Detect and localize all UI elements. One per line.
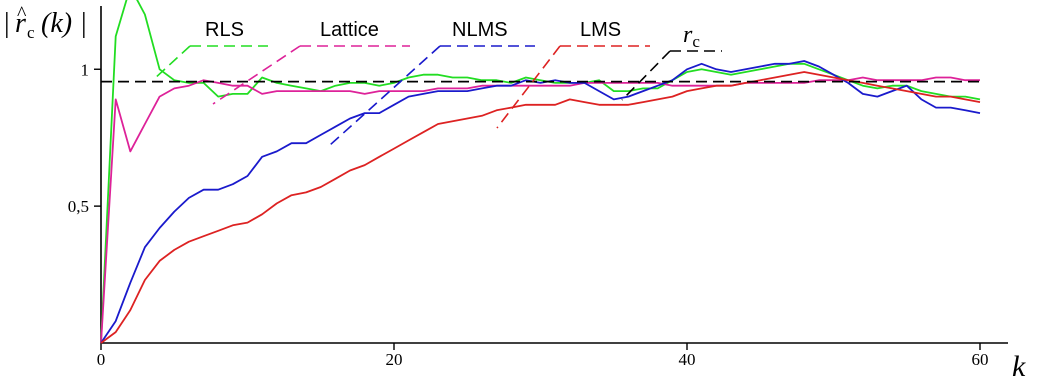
ylabel-bar-left: | [4, 8, 10, 39]
ylabel-subscript: c [27, 23, 35, 42]
ylabel-hat: ^ [17, 3, 27, 25]
x-tick-label: 0 [97, 350, 106, 369]
series-line-nlms [100, 60, 981, 344]
legend-label-r-c: rc [683, 22, 700, 51]
series-line-lattice [100, 76, 980, 344]
y-tick-label: 1 [81, 60, 90, 79]
y-axis-label: | ^r c (k) | [4, 3, 87, 42]
legend-leader-lattice [212, 45, 301, 105]
legend-leader-r-c [621, 50, 671, 101]
legend-leader-rls [152, 45, 191, 81]
ylabel-argument: (k) [41, 8, 72, 39]
ylabel-r: r [15, 8, 26, 39]
series-layer [100, 0, 981, 344]
legend-label-rls: RLS [205, 19, 244, 41]
ylabel-bar-right: | [81, 8, 87, 39]
legend-label-lms: LMS [580, 19, 621, 41]
x-tick-label: 40 [679, 350, 696, 369]
series-line-lms [100, 71, 981, 344]
legend-leader-lms [496, 45, 561, 129]
x-axis-label: k [1012, 350, 1026, 383]
legend-label-lattice: Lattice [320, 19, 379, 41]
x-tick-label: 60 [972, 350, 989, 369]
axes: 0 20 40 60 0,5 1 k [68, 6, 1026, 383]
x-tick-label: 20 [386, 350, 403, 369]
legend: RLS Lattice NLMS LMS rc [152, 19, 722, 146]
series-line-rls [100, 0, 981, 344]
legend-label-nlms: NLMS [452, 19, 508, 41]
y-tick-label: 0,5 [68, 197, 89, 216]
legend-leader-nlms [329, 45, 441, 146]
